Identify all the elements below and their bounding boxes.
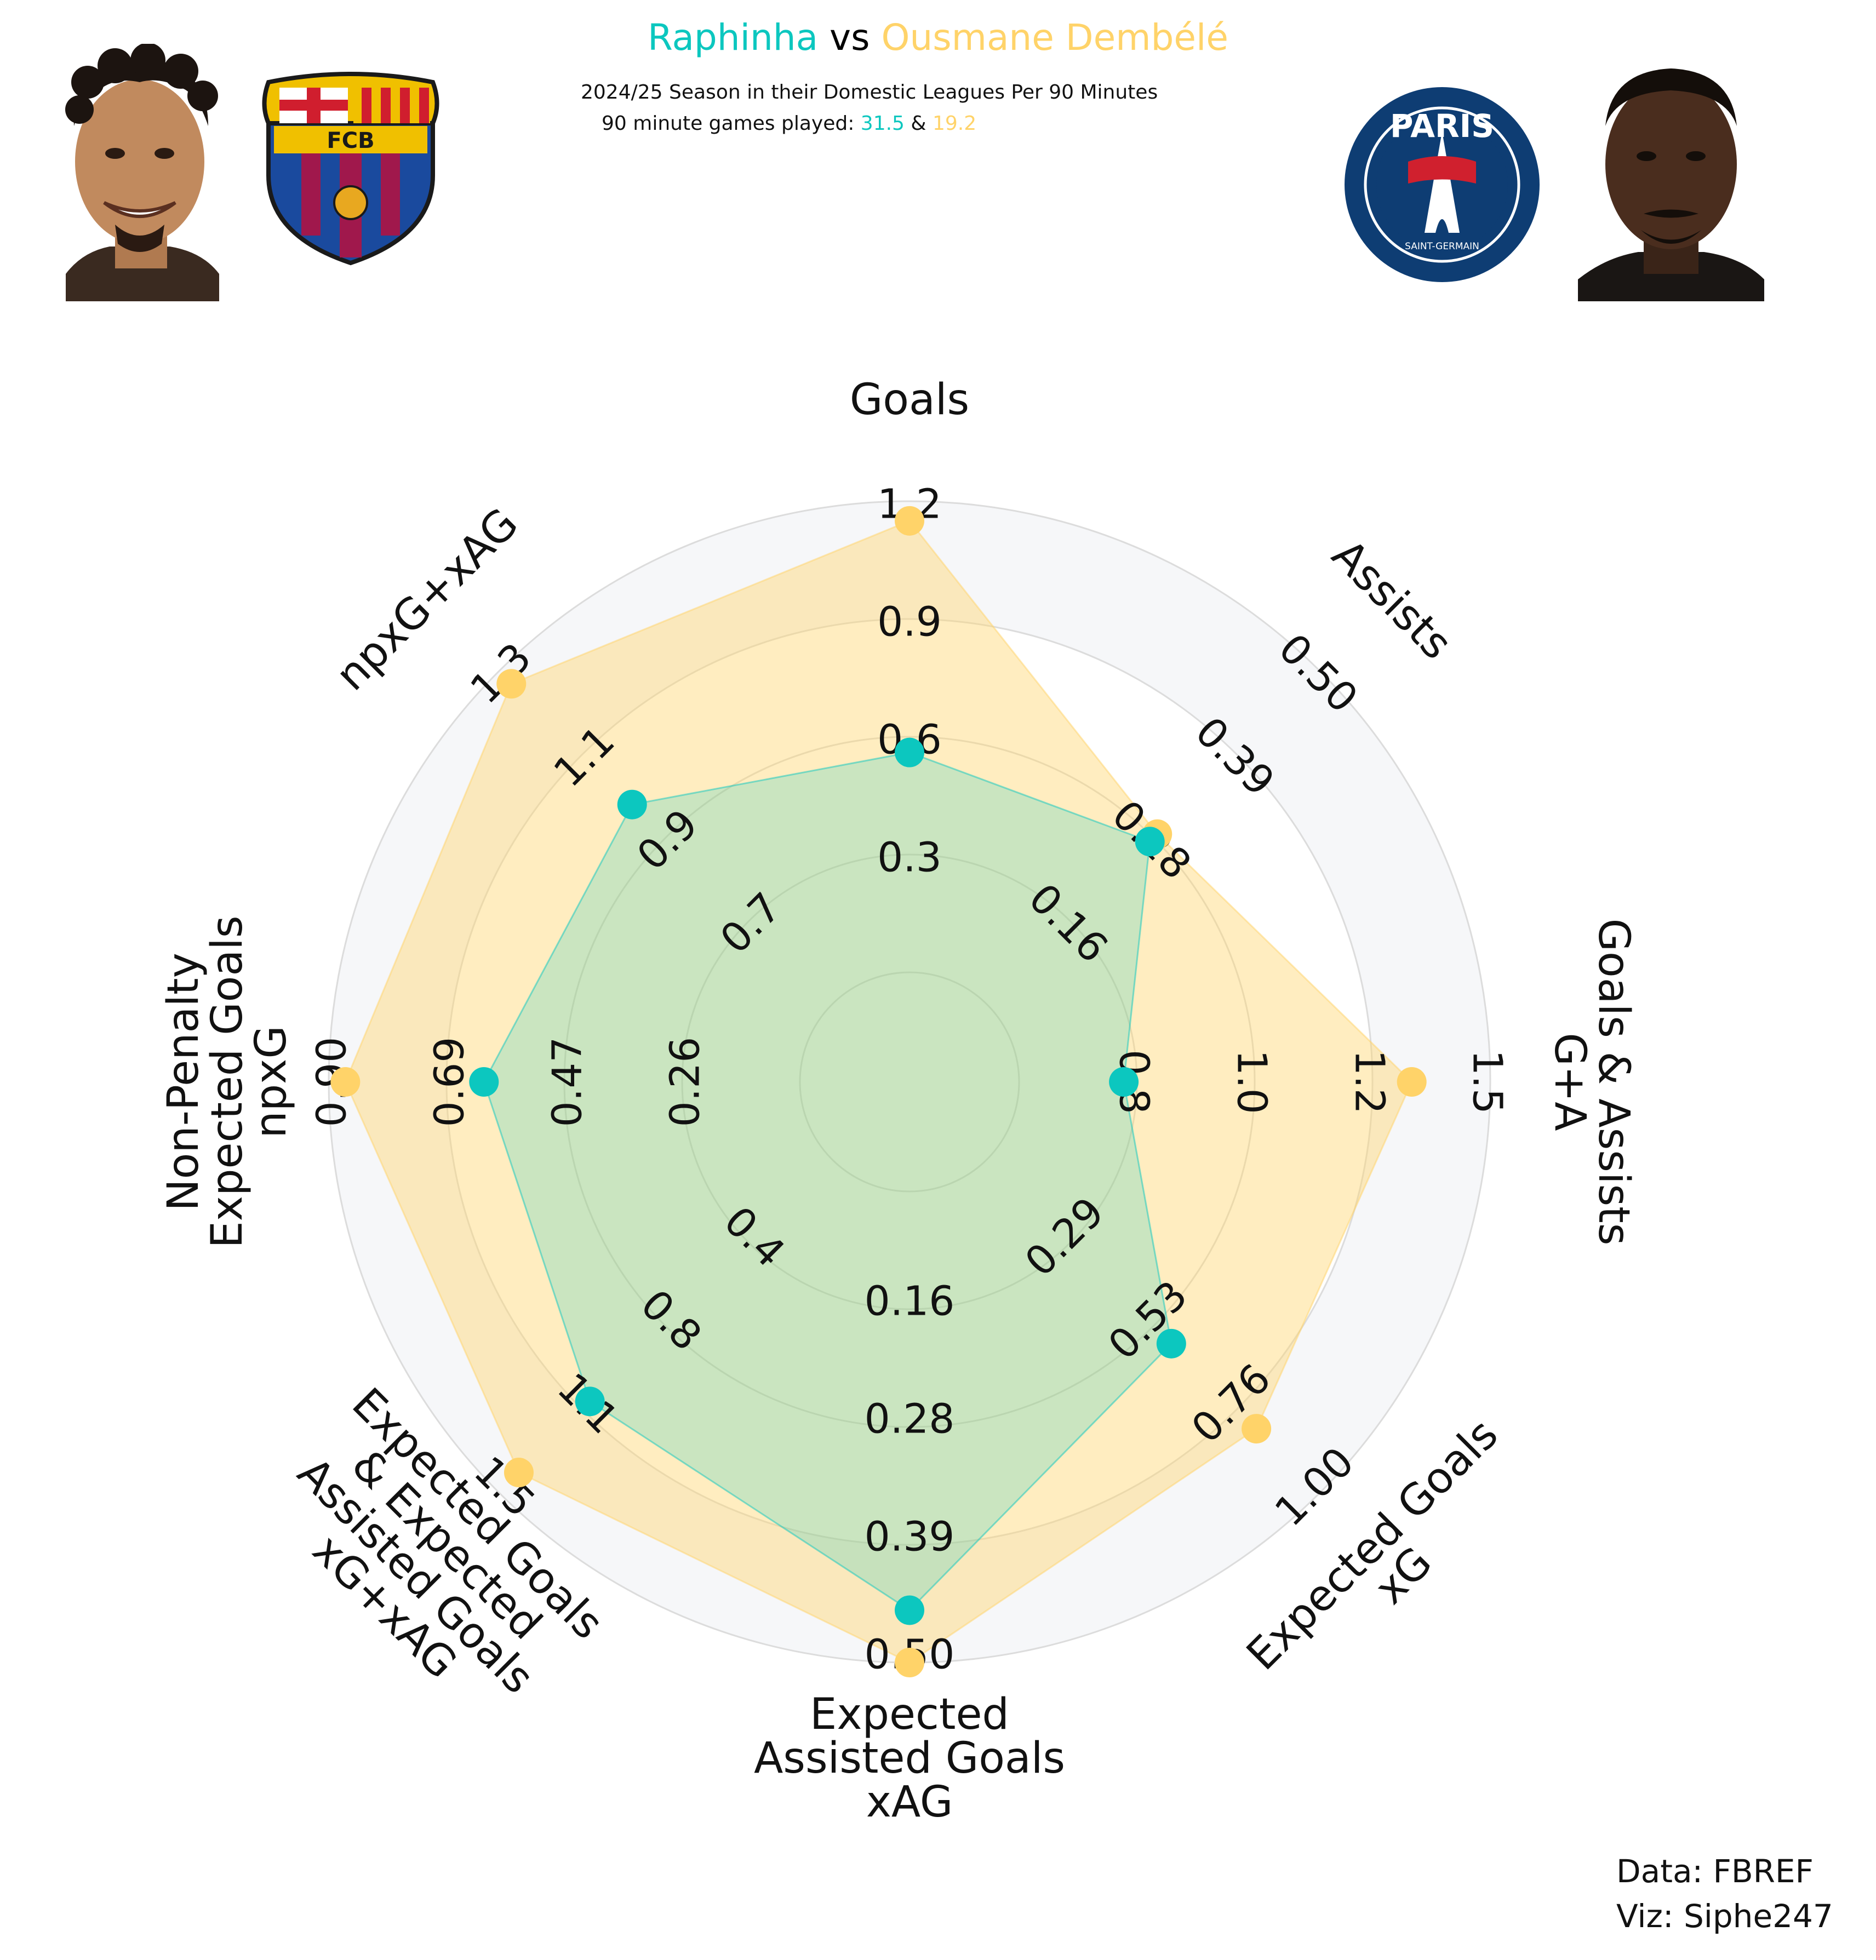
- tick-label-6-0: 0.26: [662, 1037, 709, 1127]
- games-played-amp: &: [911, 112, 926, 135]
- games-played-player2: 19.2: [932, 112, 977, 135]
- series-2-point-2: [1397, 1067, 1427, 1097]
- player2-portrait: [1578, 68, 1764, 301]
- svg-text:Assists: Assists: [1322, 530, 1461, 669]
- radar-series-areas: [344, 520, 1413, 1664]
- psg-crest: PARIS SAINT-GERMAIN: [1345, 87, 1540, 282]
- season-subtitle: 2024/25 Season in their Domestic Leagues…: [581, 81, 1158, 104]
- games-played-line: 90 minute games played: 31.5 & 19.2: [602, 112, 976, 135]
- tick-label-0-0: 0.3: [877, 834, 942, 881]
- player1-name: Raphinha: [648, 16, 819, 59]
- category-label-1: Assists: [1322, 530, 1461, 669]
- series-1-point-3: [1156, 1328, 1186, 1359]
- tick-label-0-2: 0.9: [877, 599, 942, 646]
- radar-ring-3: [445, 618, 1374, 1546]
- vs-label: vs: [830, 16, 870, 59]
- category-label-5: Expected Goals& ExpectedAssisted GoalsxG…: [249, 1379, 613, 1742]
- viz-author-credit: Viz: Siphe247: [1616, 1898, 1833, 1935]
- games-played-player1: 31.5: [860, 112, 905, 135]
- series-2-point-4: [895, 1648, 924, 1677]
- svg-text:Expected Goals& ExpectedAssist: Expected Goals& ExpectedAssisted GoalsxG…: [249, 1379, 613, 1742]
- player2-name: Ousmane Dembélé: [881, 16, 1228, 59]
- tick-label-6-1: 0.47: [544, 1037, 591, 1127]
- svg-text:Goals: Goals: [850, 375, 969, 425]
- tick-label-2-2: 1.2: [1346, 1050, 1393, 1114]
- category-label-2: Goals & AssistsG+A: [1545, 919, 1638, 1246]
- credits: Data: FBREF Viz: Siphe247: [1616, 1849, 1833, 1939]
- series-1-point-2: [1109, 1067, 1139, 1097]
- series-1-point-0: [895, 737, 924, 767]
- fcb-crest: FCB: [262, 72, 439, 266]
- category-label-6: Non-PenaltyExpected GoalsnpxG: [159, 916, 296, 1248]
- series-1-point-4: [895, 1595, 924, 1625]
- svg-text:Goals & AssistsG+A: Goals & AssistsG+A: [1545, 919, 1638, 1246]
- series-1-point-7: [617, 789, 647, 819]
- player1-portrait: [65, 44, 219, 301]
- svg-text:Non-PenaltyExpected GoalsnpxG: Non-PenaltyExpected GoalsnpxG: [159, 916, 296, 1248]
- category-label-0: Goals: [850, 375, 969, 425]
- radar-ring-2: [563, 736, 1256, 1428]
- radar-series-points: [330, 506, 1427, 1677]
- series-1-point-6: [469, 1067, 499, 1097]
- series-2-point-5: [504, 1458, 534, 1488]
- games-played-label: 90 minute games played:: [602, 112, 855, 135]
- tick-label-6-2: 0.69: [426, 1037, 473, 1127]
- radar-ring-0: [799, 971, 1020, 1193]
- series-2-point-7: [496, 669, 527, 699]
- tick-label-2-1: 1.0: [1228, 1050, 1275, 1114]
- series-2-point-3: [1242, 1414, 1272, 1444]
- series-2-point-6: [330, 1067, 361, 1097]
- fcb-crest-text: FCB: [327, 128, 374, 153]
- tick-label-4-1: 0.28: [865, 1396, 955, 1443]
- psg-crest-bottom-text: SAINT-GERMAIN: [1405, 241, 1479, 252]
- series-1-point-5: [575, 1386, 605, 1417]
- tick-label-4-0: 0.16: [865, 1278, 955, 1325]
- chart-title: Raphinha vs Ousmane Dembélé: [0, 16, 1876, 59]
- category-label-4: Expected Assisted Goals xAG: [754, 1690, 1065, 1827]
- data-source-credit: Data: FBREF: [1616, 1853, 1814, 1890]
- tick-label-2-3: 1.5: [1463, 1050, 1511, 1114]
- tick-label-4-2: 0.39: [865, 1514, 955, 1561]
- series-2-point-0: [895, 506, 924, 536]
- series-1-point-1: [1135, 827, 1165, 857]
- psg-crest-top-text: PARIS: [1390, 107, 1494, 145]
